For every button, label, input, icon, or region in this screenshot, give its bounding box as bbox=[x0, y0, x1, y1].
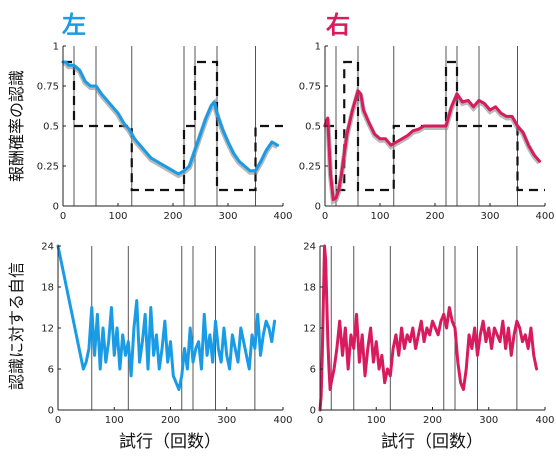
estimate-uncertainty-band bbox=[63, 61, 279, 179]
y-tick-label: 18 bbox=[303, 283, 316, 294]
true-probability-line bbox=[63, 60, 283, 192]
y-tick-label: 0 bbox=[310, 406, 316, 417]
y-tick-label: 0 bbox=[53, 202, 59, 213]
x-tick-label: 200 bbox=[163, 211, 182, 222]
right-panel-title: 右 bbox=[326, 11, 350, 39]
estimate-series-line bbox=[61, 60, 279, 176]
x-tick-label: 300 bbox=[217, 415, 236, 426]
x-tick-label: 200 bbox=[425, 211, 444, 222]
panel-top-right: 0 100 200 300 400 0 0.25 0.5 0.75 1 bbox=[299, 42, 555, 223]
bottom-y-axis-label: 認識に対する自信 bbox=[7, 262, 26, 390]
left-panel-title: 左 bbox=[62, 11, 86, 39]
y-tick-label: 0.75 bbox=[299, 82, 321, 93]
y-tick-label: 6 bbox=[310, 365, 316, 376]
x-tick-label: 0 bbox=[317, 415, 323, 426]
x-tick-label: 200 bbox=[161, 415, 180, 426]
x-tick-label: 300 bbox=[480, 211, 499, 222]
x-tick-label: 0 bbox=[322, 211, 328, 222]
confidence-series-line bbox=[318, 244, 539, 412]
x-tick-label: 200 bbox=[423, 415, 442, 426]
panel-bottom-right: 0 100 200 300 400 0 6 12 18 24 bbox=[303, 242, 554, 427]
y-tick-label: 0.75 bbox=[37, 82, 59, 93]
x-tick-label: 100 bbox=[367, 415, 386, 426]
panel-top-left: 0 100 200 300 400 0 0.25 0.5 0.75 1 bbox=[37, 42, 293, 223]
y-tick-label: 6 bbox=[48, 365, 54, 376]
x-tick-label: 0 bbox=[60, 211, 66, 222]
y-tick-label: 1 bbox=[53, 42, 59, 53]
y-tick-label: 1 bbox=[315, 42, 321, 53]
y-tick-label: 0.5 bbox=[43, 122, 59, 133]
x-tick-label: 0 bbox=[55, 415, 61, 426]
y-tick-label: 0.25 bbox=[299, 162, 321, 173]
right-x-axis-label: 試行（回数） bbox=[381, 432, 483, 452]
y-tick-label: 0.25 bbox=[37, 162, 59, 173]
y-tick-label: 0 bbox=[315, 202, 321, 213]
x-tick-label: 300 bbox=[479, 415, 498, 426]
left-x-axis-label: 試行（回数） bbox=[119, 432, 221, 452]
x-tick-label: 100 bbox=[370, 211, 389, 222]
y-tick-label: 24 bbox=[303, 242, 316, 253]
x-tick-label: 100 bbox=[108, 211, 127, 222]
x-tick-label: 100 bbox=[105, 415, 124, 426]
panel-bottom-left: 0 100 200 300 400 0 6 12 18 24 bbox=[41, 242, 292, 427]
estimate-series-line bbox=[323, 89, 541, 202]
y-tick-label: 12 bbox=[303, 324, 316, 335]
x-tick-label: 400 bbox=[273, 211, 292, 222]
y-tick-label: 12 bbox=[41, 324, 54, 335]
x-tick-label: 300 bbox=[218, 211, 237, 222]
y-tick-label: 24 bbox=[41, 242, 54, 253]
confidence-series-line bbox=[56, 244, 277, 391]
top-y-axis-label: 報酬確率の認識 bbox=[7, 70, 26, 182]
y-tick-label: 0.5 bbox=[305, 122, 321, 133]
y-tick-label: 0 bbox=[48, 406, 54, 417]
y-tick-label: 18 bbox=[41, 283, 54, 294]
x-tick-label: 400 bbox=[273, 415, 292, 426]
x-tick-label: 400 bbox=[535, 211, 554, 222]
x-tick-label: 400 bbox=[535, 415, 554, 426]
